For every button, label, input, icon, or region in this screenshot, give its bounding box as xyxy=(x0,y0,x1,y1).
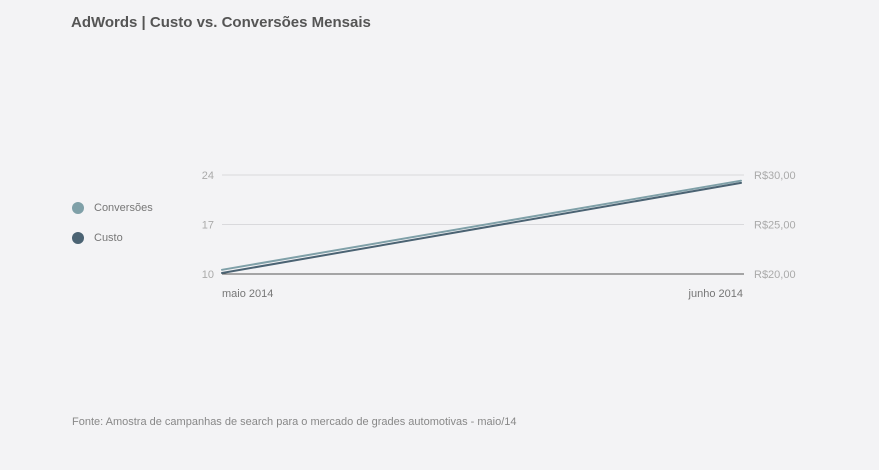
y-right-tick-label: R$20,00 xyxy=(754,269,796,281)
source-note: Fonte: Amostra de campanhas de search pa… xyxy=(72,416,517,428)
legend-dot-conversoes xyxy=(72,202,84,214)
series-line-custo xyxy=(221,181,742,274)
y-left-tick-label: 24 xyxy=(202,170,214,182)
legend-label-custo: Custo xyxy=(94,232,123,244)
legend-dot-custo xyxy=(72,232,84,244)
x-tick-label: junho 2014 xyxy=(688,288,743,300)
chart-title: AdWords | Custo vs. Conversões Mensais xyxy=(71,14,371,31)
y-left-tick-label: 10 xyxy=(202,269,214,281)
y-right-tick-label: R$30,00 xyxy=(754,170,796,182)
legend-item-custo[interactable]: Custo xyxy=(72,226,192,250)
x-tick-label: maio 2014 xyxy=(222,288,273,300)
y-left-tick-label: 17 xyxy=(202,220,214,232)
legend-label-conversoes: Conversões xyxy=(94,202,153,214)
chart-legend: Conversões Custo xyxy=(72,196,192,256)
series-line-convers-es xyxy=(221,179,742,271)
legend-item-conversoes[interactable]: Conversões xyxy=(72,196,192,220)
y-right-tick-label: R$25,00 xyxy=(754,220,796,232)
